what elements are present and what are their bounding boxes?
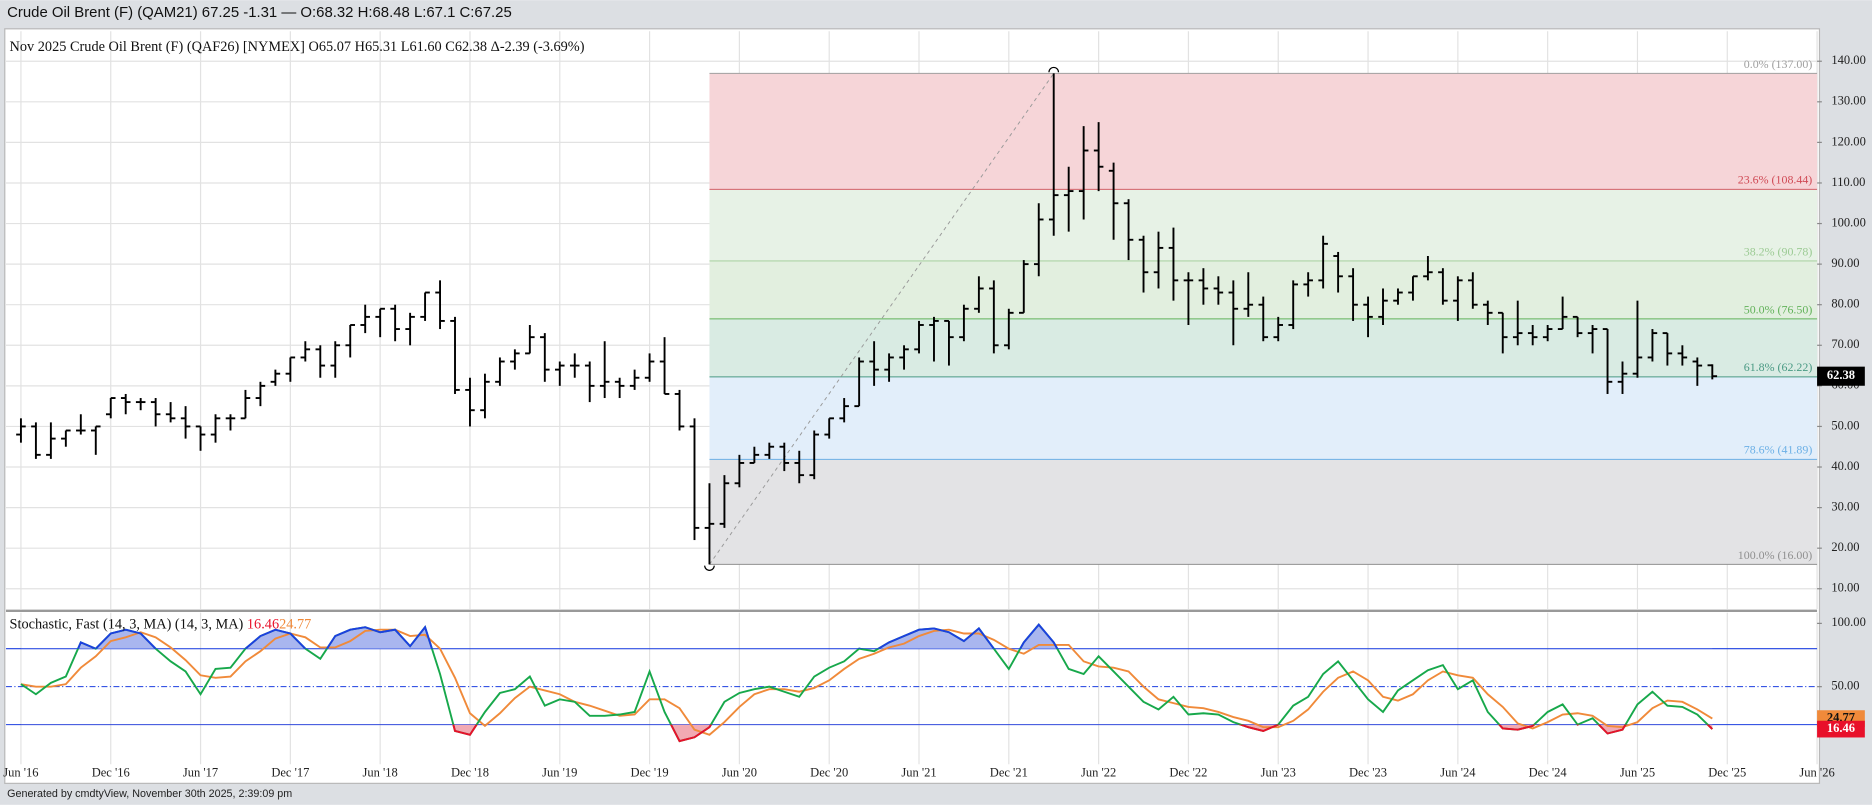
overbought-fill	[78, 624, 1058, 649]
fib-label: 61.8% (62.22)	[1744, 360, 1813, 374]
indicator-line	[20, 628, 1713, 736]
x-tick-label: Jun '26	[1799, 766, 1834, 780]
fib-label: 100.0% (16.00)	[1738, 548, 1813, 562]
x-tick-label: Jun '16	[3, 766, 38, 780]
x-tick-label: Dec '22	[1169, 766, 1207, 780]
fib-label: 38.2% (90.78)	[1744, 244, 1813, 258]
fib-anchor	[1048, 66, 1060, 73]
quote-item: Δ-2.39 (-3.69%)	[491, 39, 585, 55]
y-tick-label: 90.00	[1831, 256, 1859, 270]
last-price-label: 62.38	[1827, 368, 1855, 382]
y-tick-label: 140.00	[1831, 53, 1865, 67]
last-price-badge	[1817, 366, 1865, 386]
legend-title: Stochastic, Fast (14, 3, MA) (14, 3, MA)	[10, 617, 244, 633]
y-tick-label: 30.00	[1831, 499, 1859, 513]
x-tick-label: Jun '25	[1620, 766, 1655, 780]
y-tick-label: 40.00	[1831, 459, 1859, 473]
fib-label: 0.0% (137.00)	[1744, 57, 1813, 71]
x-tick-label: Dec '25	[1708, 766, 1746, 780]
x-tick-label: Jun '24	[1440, 766, 1476, 780]
fib-label: 50.0% (76.50)	[1744, 302, 1813, 316]
y-tick-label: 80.00	[1831, 297, 1859, 311]
fib-label: 23.6% (108.44)	[1738, 173, 1813, 187]
x-tick-label: Dec '23	[1349, 766, 1387, 780]
fib-band	[709, 189, 1818, 261]
x-tick-label: Jun '20	[722, 766, 757, 780]
x-tick-label: Dec '16	[92, 766, 130, 780]
quote-item: L61.60	[401, 39, 442, 55]
indicator-badge-label: 16.46	[1827, 721, 1855, 735]
indicator-legend: Stochastic, Fast (14, 3, MA) (14, 3, MA)…	[10, 617, 312, 633]
x-tick-label: Jun '21	[901, 766, 936, 780]
quote-item: O65.07	[309, 39, 352, 55]
x-tick-label: Dec '19	[631, 766, 669, 780]
y-tick-label: 50.00	[1831, 679, 1859, 693]
fib-anchor	[704, 565, 715, 571]
legend-k: 16.46	[247, 617, 279, 633]
x-tick-label: Jun '17	[183, 766, 218, 780]
y-tick-label: 110.00	[1831, 175, 1865, 189]
x-tick-label: Jun '23	[1261, 766, 1296, 780]
header-title: Crude Oil Brent (F) (QAM21) 67.25 -1.31 …	[7, 4, 512, 21]
title-name: Nov 2025 Crude Oil Brent (F) (QAF26) [NY…	[10, 39, 305, 55]
legend-d: 24.77	[279, 617, 311, 633]
fib-band	[709, 459, 1818, 565]
x-tick-label: Dec '20	[810, 766, 848, 780]
x-tick-label: Jun '18	[363, 766, 398, 780]
x-tick-label: Jun '19	[542, 766, 577, 780]
quote-item: H65.31	[355, 39, 398, 55]
chart-title: Nov 2025 Crude Oil Brent (F) (QAF26) [NY…	[10, 39, 585, 55]
x-tick-label: Dec '21	[990, 766, 1028, 780]
indicator-badge	[1817, 720, 1865, 738]
fib-band	[709, 376, 1818, 460]
footer: Generated by cmdtyView, November 30th 20…	[7, 788, 292, 800]
y-tick-label: 50.00	[1831, 418, 1859, 432]
quote-item: C62.38	[445, 39, 487, 55]
x-tick-label: Jun '22	[1081, 766, 1116, 780]
y-tick-label: 100.00	[1831, 615, 1865, 629]
y-tick-label: 120.00	[1831, 134, 1865, 148]
x-tick-label: Dec '18	[451, 766, 489, 780]
fib-label: 78.6% (41.89)	[1744, 443, 1813, 457]
x-tick-label: Dec '17	[271, 766, 309, 780]
fib-band	[709, 73, 1818, 190]
x-tick-label: Dec '24	[1529, 766, 1568, 780]
y-tick-label: 70.00	[1831, 337, 1859, 351]
y-tick-label: 130.00	[1831, 94, 1865, 108]
y-tick-label: 20.00	[1831, 540, 1859, 554]
y-tick-label: 100.00	[1831, 215, 1865, 229]
y-tick-label: 10.00	[1831, 581, 1859, 595]
overbought-line-segment	[76, 623, 1059, 649]
